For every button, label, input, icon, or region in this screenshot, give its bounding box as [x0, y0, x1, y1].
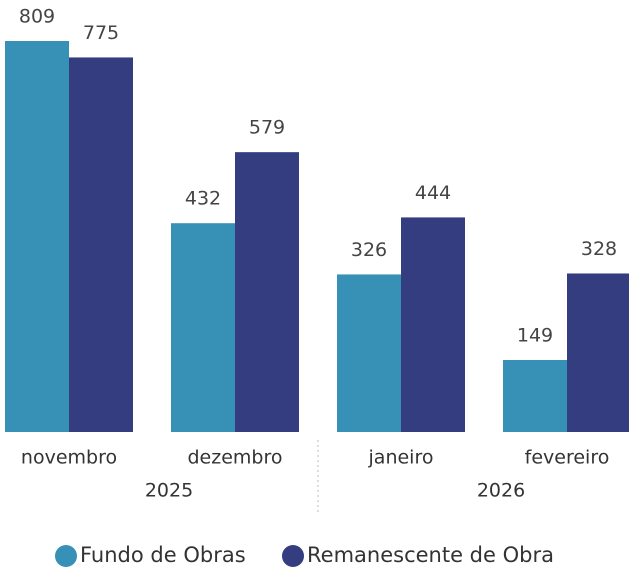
bar: [503, 359, 567, 432]
bar: [69, 57, 133, 433]
data-label: 326: [351, 239, 387, 261]
x-tick-label: novembro: [21, 447, 117, 469]
data-label: 775: [83, 22, 119, 44]
bar: [567, 273, 629, 432]
data-label: 444: [415, 182, 451, 204]
x-tick-label: janeiro: [368, 447, 434, 469]
data-label: 579: [249, 117, 285, 139]
bar: [5, 41, 69, 432]
x-tick-label: dezembro: [188, 447, 283, 469]
legend-marker: [282, 545, 304, 567]
bar: [235, 152, 299, 432]
data-label: 809: [19, 6, 55, 28]
data-label: 328: [581, 238, 617, 260]
x-tick-label: fevereiro: [525, 447, 610, 469]
data-label: 432: [185, 188, 221, 210]
legend-label: Fundo de Obras: [80, 543, 246, 567]
legend-label: Remanescente de Obra: [307, 543, 554, 567]
bar: [337, 274, 401, 432]
legend-marker: [55, 545, 77, 567]
bar: [401, 217, 465, 432]
x-group-label: 2026: [477, 480, 525, 502]
x-group-label: 2025: [145, 480, 193, 502]
bar: [171, 223, 235, 432]
data-label: 149: [517, 324, 553, 346]
